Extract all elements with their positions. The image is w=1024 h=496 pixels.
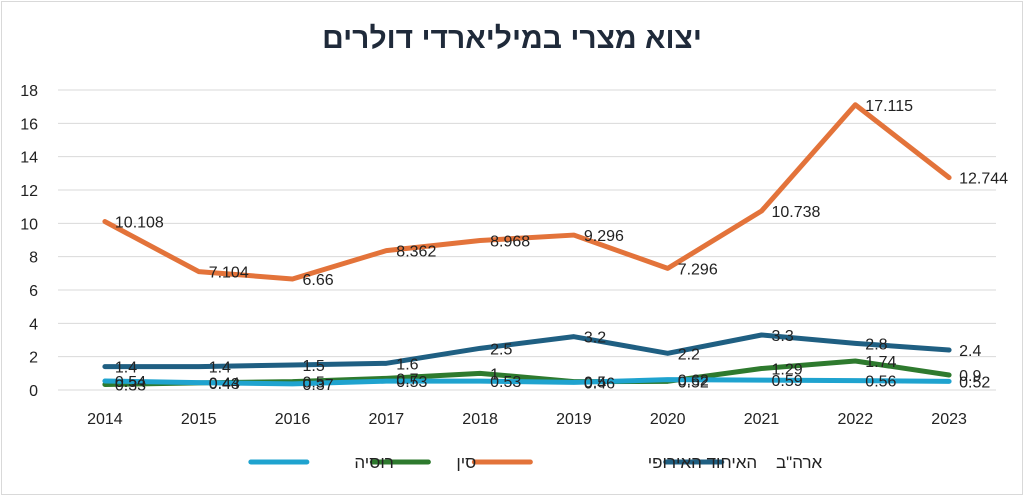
x-tick-label: 2019 — [556, 411, 592, 428]
y-tick-label: 6 — [29, 283, 38, 300]
data-label: 0.33 — [115, 378, 146, 395]
y-tick-label: 10 — [20, 216, 38, 233]
y-tick-label: 4 — [29, 316, 38, 333]
series-lines — [102, 102, 952, 387]
data-label: 0.5 — [584, 375, 606, 392]
data-label: 1.29 — [772, 362, 803, 379]
y-tick-label: 14 — [20, 150, 38, 167]
data-label: 0.52 — [959, 374, 990, 391]
y-tick-label: 16 — [20, 116, 38, 133]
legend: ארה"ב האיחוד האירופי סין רוסיה — [248, 453, 823, 472]
legend-label: האיחוד האירופי — [648, 453, 757, 472]
data-label: 7.104 — [209, 265, 249, 282]
data-label: 3.2 — [584, 330, 606, 347]
series-line — [102, 102, 952, 282]
data-label: 0.43 — [209, 376, 240, 393]
data-label: 1.74 — [865, 354, 896, 371]
axes: 0 2 4 6 8 10 12 14 16 18 2014 2015 2016 2017 2018 2019 2… — [20, 83, 967, 428]
data-labels: 1.4 1.4 1.5 1.6 2.5 3.2 2.2 3.3 2.8 2.4 10.108 7.10… — [115, 98, 1008, 395]
data-label: 1.5 — [303, 358, 325, 375]
data-label: 0.44 — [209, 376, 240, 393]
data-label: 8.968 — [490, 234, 530, 251]
x-tick-label: 2018 — [462, 411, 498, 428]
data-label: 0.37 — [303, 377, 334, 394]
y-tick-label: 12 — [20, 183, 38, 200]
y-tick-label: 0 — [29, 383, 38, 400]
legend-label: רוסיה — [354, 453, 394, 472]
data-label: 1 — [490, 366, 499, 383]
y-tick-label: 8 — [29, 250, 38, 267]
data-label: 7.296 — [678, 261, 718, 278]
data-label: 0.56 — [865, 374, 896, 391]
x-tick-label: 2022 — [838, 411, 874, 428]
data-label: 17.115 — [865, 98, 913, 115]
series-line — [102, 377, 952, 387]
x-tick-label: 2017 — [369, 411, 405, 428]
x-tick-label: 2020 — [650, 411, 686, 428]
data-label: 0.53 — [396, 374, 427, 391]
legend-label: ארה"ב — [776, 453, 823, 472]
data-label: 0.9 — [959, 368, 981, 385]
data-label: 6.66 — [303, 272, 334, 289]
series-line — [102, 332, 952, 370]
data-label: 1.4 — [209, 360, 231, 377]
data-label: 12.744 — [959, 171, 1008, 188]
data-label: 2.5 — [490, 341, 512, 358]
y-tick-label: 18 — [20, 83, 38, 100]
data-label: 0.59 — [772, 373, 803, 390]
x-tick-label: 2023 — [931, 411, 967, 428]
data-label: 0.7 — [396, 371, 418, 388]
data-label: 1.6 — [396, 356, 418, 373]
data-label: 0.52 — [678, 374, 709, 391]
y-tick-label: 2 — [29, 350, 38, 367]
data-label: 0.54 — [115, 374, 146, 391]
data-label: 0.5 — [303, 375, 325, 392]
data-label: 0.62 — [678, 373, 709, 390]
data-label: 2.2 — [678, 346, 700, 363]
chart-title: יצוא מצרי במיליארדי דולרים — [322, 22, 702, 55]
x-tick-label: 2016 — [275, 411, 311, 428]
x-tick-label: 2014 — [87, 411, 123, 428]
gridlines — [58, 89, 996, 391]
legend-label: סין — [456, 453, 476, 472]
x-tick-label: 2015 — [181, 411, 217, 428]
data-label: 10.108 — [115, 215, 164, 232]
data-label: 0.53 — [490, 374, 521, 391]
data-label: 9.296 — [584, 228, 624, 245]
data-label: 2.4 — [959, 343, 981, 360]
data-label: 10.738 — [772, 204, 821, 221]
data-label: 0.46 — [584, 375, 615, 392]
data-label: 2.8 — [865, 336, 887, 353]
data-label: 3.3 — [772, 328, 794, 345]
x-tick-label: 2021 — [744, 411, 780, 428]
data-label: 8.362 — [396, 244, 436, 261]
data-label: 1.4 — [115, 360, 137, 377]
